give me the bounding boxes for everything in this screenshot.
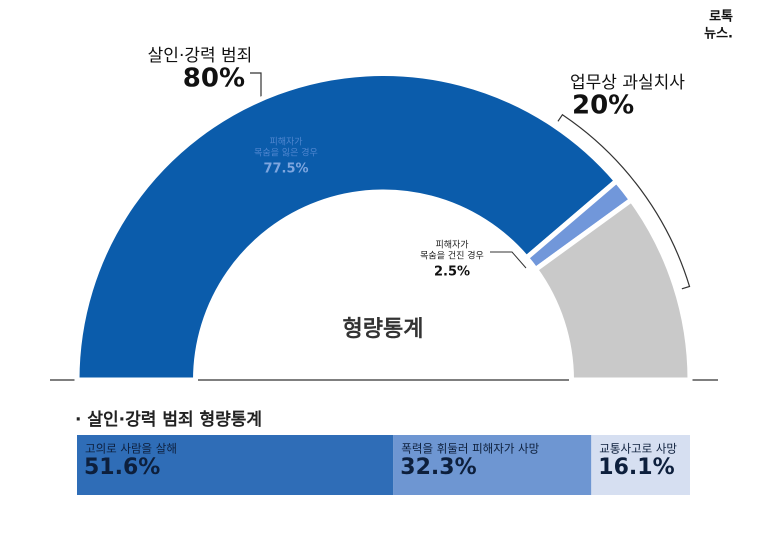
- brand: 로톡: [709, 10, 733, 25]
- segment-label: 목숨을 건진 경우: [420, 250, 484, 262]
- segment-label: 피해자가: [269, 137, 302, 148]
- group-bracket: [557, 113, 691, 290]
- group-label: 업무상 과실치사: [570, 73, 685, 93]
- bar-category: 폭력을 휘둘러 피해자가 사망: [401, 442, 539, 456]
- bar-value: 16.1%: [598, 455, 674, 480]
- segment-label: 피해자가: [435, 240, 468, 251]
- chart-title: 형량통계: [343, 317, 424, 342]
- bar-value: 32.3%: [400, 455, 476, 480]
- bar-category: 고의로 사람을 살해: [85, 442, 177, 456]
- segment-value: 2.5%: [434, 265, 470, 280]
- bar-category: 교통사고로 사망: [599, 442, 677, 456]
- donut-segment: [74, 71, 621, 383]
- group-label: 살인·강력 범죄: [148, 46, 253, 66]
- group-bracket: [250, 72, 262, 100]
- segment-value: 77.5%: [263, 162, 308, 177]
- bar-segment: [591, 435, 690, 495]
- group-value: 80%: [183, 64, 245, 94]
- group-value: 20%: [572, 91, 634, 121]
- brand: 뉴스.: [704, 27, 733, 42]
- bar-segment: [77, 435, 394, 495]
- bar-value: 51.6%: [84, 455, 160, 480]
- donut-segment: [532, 196, 693, 383]
- leader-line: [490, 251, 527, 269]
- bar-segment: [393, 435, 592, 495]
- bar-title: · 살인·강력 범죄 형량통계: [75, 409, 262, 430]
- segment-label: 목숨을 잃은 경우: [254, 147, 318, 159]
